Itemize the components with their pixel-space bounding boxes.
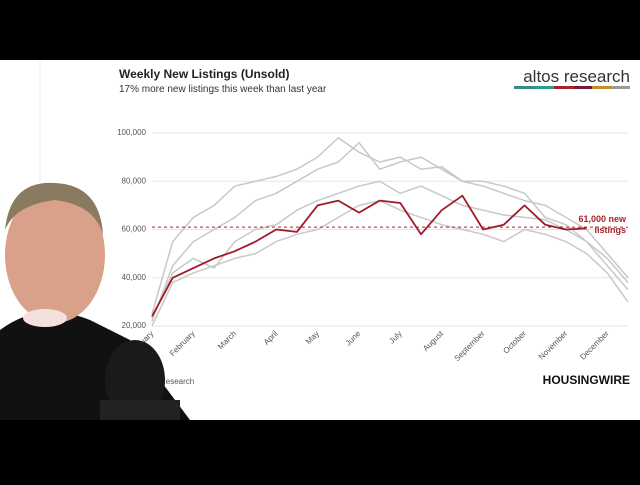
y-tick-label: 40,000 [122,273,147,282]
y-tick-label: 60,000 [122,225,147,234]
series-line [151,194,587,317]
y-tick-label: 20,000 [122,321,147,330]
y-tick-label: 100,000 [117,128,146,137]
series-line [151,141,629,322]
logo-stripe [514,86,630,89]
logo: altos research [523,67,630,86]
y-tick-label: 80,000 [122,176,147,185]
series-line [151,180,629,320]
presenter [0,182,190,420]
reference-label: 61,000 new listings [578,214,626,235]
series-line [151,137,629,315]
chart-subtitle: 17% more new listings this week than las… [119,84,327,95]
brand: HOUSINGWIRE [543,373,630,387]
source: Altos Research [140,377,194,386]
chart-title: Weekly New Listings (Unsold) [119,67,289,81]
series-line [151,199,629,327]
